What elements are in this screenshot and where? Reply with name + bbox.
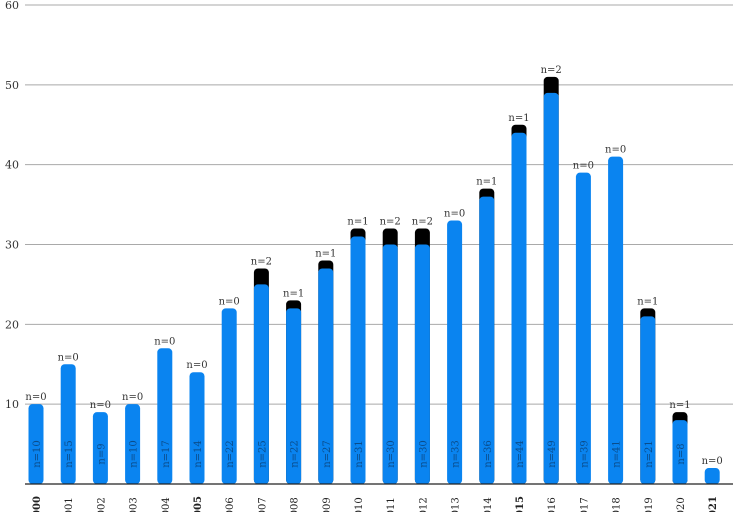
bar-main-segment — [672, 420, 688, 484]
bar-inner-label: n=25 — [257, 440, 268, 468]
bar-top-label: n=1 — [669, 400, 690, 411]
bar-inner-label: n=14 — [193, 440, 204, 468]
x-tick-label: 2018 — [612, 497, 623, 512]
x-tick-label: 2021 — [708, 496, 719, 512]
x-tick-label: 2001 — [64, 497, 75, 512]
bar-main-segment — [543, 92, 559, 485]
y-tick-label: 40 — [5, 159, 19, 172]
bar-inner-label: n=22 — [225, 440, 236, 468]
bar-main-segment — [640, 316, 656, 484]
bar-inner-label: n=49 — [547, 440, 558, 468]
bar-inner-label: n=8 — [676, 443, 687, 464]
data-labels: n=0 n=10 n=0 n=15 n=0 n=9 n=0 n=10 n=0 n=17 n=0 n=1… — [25, 65, 722, 468]
bar-top-label: n=1 — [315, 248, 336, 259]
y-tick-label: 60 — [5, 0, 19, 12]
bar-inner-label: n=31 — [354, 440, 365, 468]
bar-main-segment — [318, 268, 334, 484]
x-tick-label: 2003 — [129, 497, 140, 512]
bar-top-label: n=0 — [573, 161, 594, 172]
bar-main-segment — [253, 284, 269, 484]
bar-top-label: n=0 — [702, 456, 723, 467]
bar-main-segment — [286, 308, 302, 484]
bar-inner-label: n=44 — [515, 440, 526, 468]
x-tick-label: 2014 — [483, 497, 494, 512]
bar-top-label: n=0 — [122, 392, 143, 403]
bar-top-label: n=2 — [251, 256, 272, 267]
bar-inner-label: n=17 — [161, 440, 172, 468]
bar-main-segment — [157, 348, 173, 484]
y-tick-label: 20 — [5, 318, 19, 331]
bar-top-label: n=2 — [380, 217, 401, 228]
x-tick-label: 2011 — [386, 497, 397, 512]
bar-top-label: n=1 — [476, 177, 497, 188]
bar-inner-label: n=41 — [612, 440, 623, 468]
bar-inner-label: n=9 — [96, 443, 107, 464]
bar-top-label: n=1 — [347, 217, 368, 228]
grid-lines — [25, 4, 733, 405]
x-tick-label: 2019 — [644, 497, 655, 512]
bar-top-label: n=0 — [90, 400, 111, 411]
x-tick-label: 2012 — [418, 497, 429, 512]
x-tick-label: 2007 — [257, 497, 268, 512]
bar-main-segment — [221, 308, 237, 484]
bar-top-label: n=1 — [283, 288, 304, 299]
x-tick-label: 2002 — [96, 497, 107, 512]
x-tick-label: 2008 — [290, 497, 301, 512]
bar-top-label: n=0 — [605, 145, 626, 156]
axes: 10 20 30 40 50 60 2000 2001 2002 2003 2004 2005 2006… — [5, 0, 733, 512]
y-tick-label: 10 — [5, 398, 19, 411]
bar-main-segment — [414, 244, 430, 484]
bar-main-segment — [608, 156, 624, 484]
bar-inner-label: n=10 — [32, 440, 43, 468]
bar-main-segment — [189, 372, 205, 484]
x-tick-label: 2000 — [32, 496, 43, 512]
x-tick-label: 2015 — [515, 496, 526, 512]
bar-main-segment — [125, 404, 141, 484]
bar-inner-label: n=33 — [451, 440, 462, 468]
bar-inner-label: n=21 — [644, 440, 655, 468]
bar-top-label: n=1 — [637, 296, 658, 307]
bar-inner-label: n=15 — [64, 440, 75, 468]
bar-inner-label: n=39 — [579, 440, 590, 468]
bar-main-segment — [350, 236, 366, 484]
bar-inner-label: n=27 — [322, 440, 333, 468]
bar-main-segment — [92, 412, 108, 484]
bar-main-segment — [511, 132, 527, 484]
bar-main-segment — [479, 196, 495, 484]
bar-main-segment — [60, 364, 76, 484]
bar-top-label: n=0 — [219, 296, 240, 307]
bar-main-segment — [575, 172, 591, 484]
x-tick-label: 2010 — [354, 497, 365, 512]
bar-top-label: n=0 — [154, 336, 175, 347]
x-tick-label: 2016 — [547, 497, 558, 512]
bar-top-label: n=0 — [25, 392, 46, 403]
bar-inner-label: n=30 — [418, 440, 429, 468]
bar-top-label: n=1 — [508, 113, 529, 124]
bar-main-segment — [447, 220, 463, 485]
bar-top-label: n=0 — [58, 352, 79, 363]
x-tick-label: 2004 — [161, 497, 172, 512]
bar-main-segment — [704, 468, 720, 484]
x-tick-label: 2017 — [579, 497, 590, 512]
bar-inner-label: n=10 — [129, 440, 140, 468]
y-tick-label: 30 — [5, 239, 19, 252]
x-tick-label: 2009 — [322, 497, 333, 512]
y-tick-label: 50 — [5, 79, 19, 92]
x-tick-label: 2006 — [225, 497, 236, 512]
bar-inner-label: n=36 — [483, 440, 494, 468]
bar-top-label: n=0 — [186, 360, 207, 371]
bar-inner-label: n=22 — [290, 440, 301, 468]
bar-top-label: n=2 — [541, 65, 562, 76]
x-tick-label: 2005 — [193, 496, 204, 512]
bars — [28, 76, 720, 485]
bar-main-segment — [382, 244, 398, 484]
bar-main-segment — [28, 404, 44, 484]
bar-top-label: n=2 — [412, 217, 433, 228]
x-tick-label: 2013 — [451, 497, 462, 512]
bar-inner-label: n=30 — [386, 440, 397, 468]
bar-top-label: n=0 — [444, 209, 465, 220]
x-tick-label: 2020 — [676, 497, 687, 512]
